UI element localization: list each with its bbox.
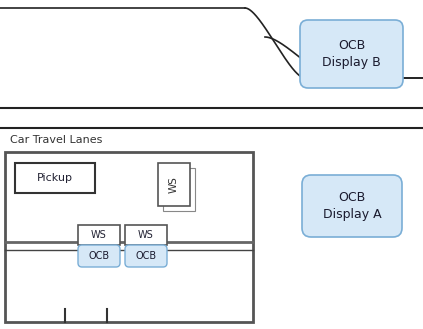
Text: OCB: OCB — [88, 251, 110, 261]
FancyBboxPatch shape — [78, 245, 120, 267]
FancyBboxPatch shape — [125, 245, 167, 267]
Text: OCB
Display B: OCB Display B — [322, 39, 381, 69]
Text: Pickup: Pickup — [37, 173, 73, 183]
Bar — [158, 163, 190, 206]
Text: Car Travel Lanes: Car Travel Lanes — [10, 135, 102, 145]
Text: WS: WS — [169, 176, 179, 193]
Bar — [78, 225, 120, 245]
FancyBboxPatch shape — [300, 20, 403, 88]
Bar — [163, 168, 195, 211]
FancyBboxPatch shape — [302, 175, 402, 237]
Text: OCB: OCB — [135, 251, 157, 261]
Bar — [5, 152, 253, 322]
Bar — [125, 225, 167, 245]
Bar — [15, 163, 95, 193]
Text: WS: WS — [138, 230, 154, 240]
Text: OCB
Display A: OCB Display A — [323, 191, 381, 221]
Text: WS: WS — [91, 230, 107, 240]
